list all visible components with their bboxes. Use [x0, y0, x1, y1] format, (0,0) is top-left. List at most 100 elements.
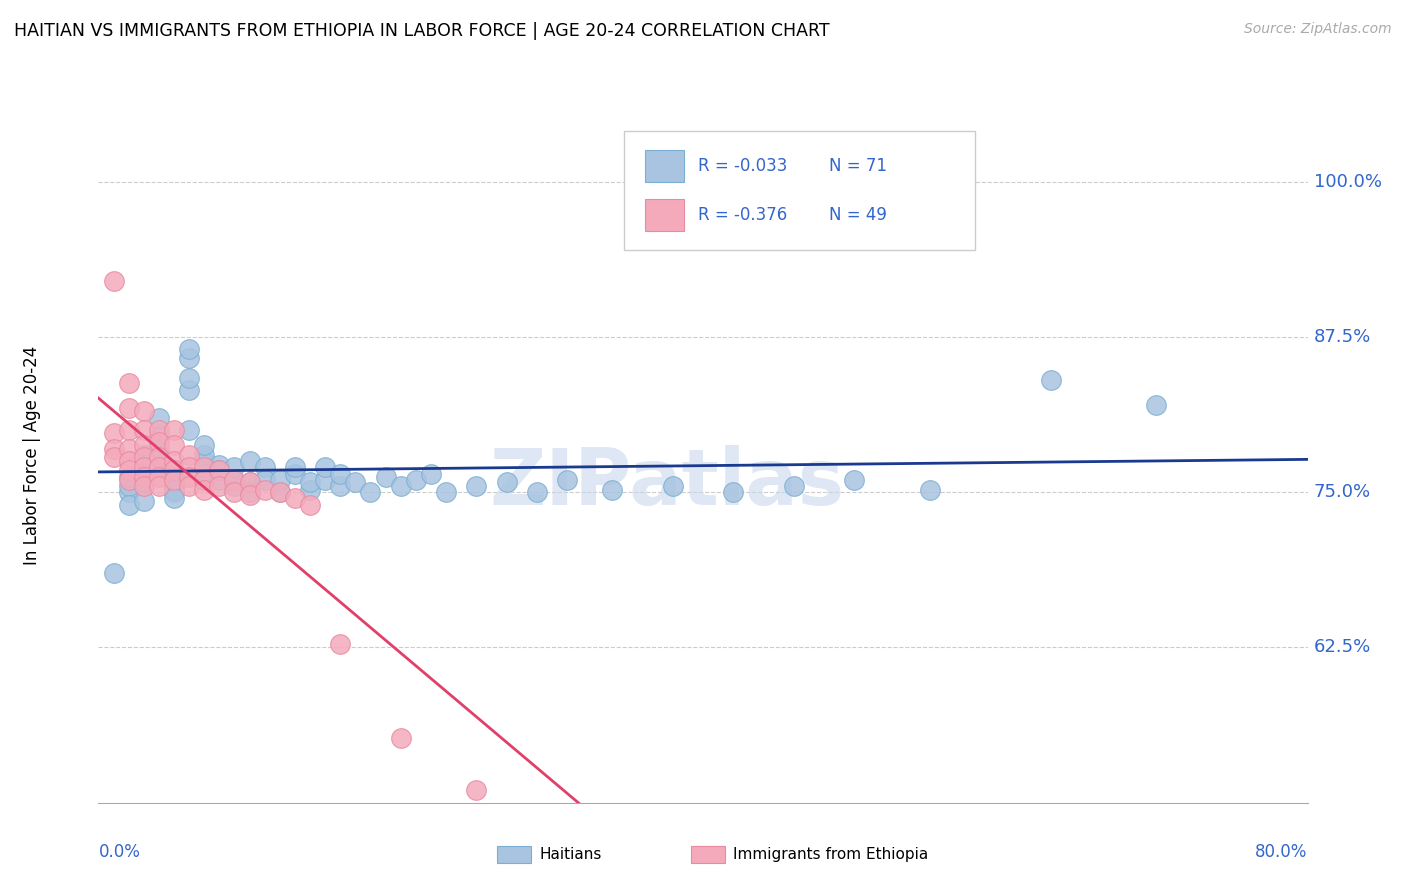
Point — [434, 485, 457, 500]
Point — [224, 479, 246, 493]
Point — [118, 442, 141, 456]
Point — [132, 470, 155, 484]
Text: 87.5%: 87.5% — [1313, 328, 1371, 346]
Point — [314, 460, 336, 475]
Point — [118, 485, 141, 500]
Point — [269, 485, 291, 500]
Point — [299, 483, 322, 497]
Point — [148, 429, 170, 443]
Point — [103, 442, 125, 456]
Point — [329, 637, 352, 651]
Point — [148, 479, 170, 493]
Point — [148, 450, 170, 465]
Point — [239, 485, 262, 500]
FancyBboxPatch shape — [624, 131, 976, 250]
Point — [148, 460, 170, 475]
Point — [132, 448, 155, 462]
Point — [148, 435, 170, 450]
Bar — [690, 846, 724, 863]
Point — [329, 479, 352, 493]
Point — [253, 460, 276, 475]
Point — [555, 473, 578, 487]
Point — [163, 485, 186, 500]
Point — [177, 470, 201, 484]
Point — [103, 425, 125, 440]
Point — [118, 473, 141, 487]
Text: N = 71: N = 71 — [828, 157, 887, 175]
Point — [177, 448, 201, 462]
Point — [360, 485, 382, 500]
Point — [163, 473, 186, 487]
Point — [1144, 398, 1167, 412]
Point — [239, 488, 262, 502]
Point — [224, 460, 246, 475]
Point — [193, 473, 215, 487]
Text: 80.0%: 80.0% — [1256, 843, 1308, 861]
Point — [132, 404, 155, 418]
Point — [844, 473, 866, 487]
Text: N = 49: N = 49 — [828, 206, 887, 224]
Point — [163, 476, 186, 491]
Point — [118, 498, 141, 512]
Point — [526, 485, 548, 500]
Point — [163, 491, 186, 506]
Text: R = -0.376: R = -0.376 — [699, 206, 787, 224]
Point — [284, 491, 307, 506]
Point — [118, 454, 141, 468]
Point — [269, 473, 291, 487]
Point — [132, 494, 155, 508]
Point — [299, 498, 322, 512]
Point — [193, 438, 215, 452]
Point — [239, 454, 262, 468]
Text: 75.0%: 75.0% — [1313, 483, 1371, 501]
Point — [465, 479, 488, 493]
Text: Source: ZipAtlas.com: Source: ZipAtlas.com — [1244, 22, 1392, 37]
Point — [177, 384, 201, 398]
Point — [284, 467, 307, 481]
Point — [389, 731, 412, 746]
Point — [193, 460, 215, 475]
Point — [193, 473, 215, 487]
Point — [148, 460, 170, 475]
Point — [177, 371, 201, 385]
Point — [208, 479, 231, 493]
Bar — [498, 846, 531, 863]
Point — [405, 473, 427, 487]
Point — [132, 450, 155, 465]
Text: HAITIAN VS IMMIGRANTS FROM ETHIOPIA IN LABOR FORCE | AGE 20-24 CORRELATION CHART: HAITIAN VS IMMIGRANTS FROM ETHIOPIA IN L… — [14, 22, 830, 40]
Point — [132, 467, 155, 481]
Point — [177, 343, 201, 357]
Point — [132, 454, 155, 468]
Point — [253, 483, 276, 497]
Point — [208, 458, 231, 472]
Point — [148, 457, 170, 471]
Point — [118, 423, 141, 437]
Point — [314, 473, 336, 487]
Point — [602, 483, 624, 497]
Point — [389, 479, 412, 493]
Point — [329, 467, 352, 481]
Point — [253, 473, 276, 487]
Point — [163, 423, 186, 437]
Point — [344, 475, 367, 490]
Point — [118, 401, 141, 415]
Point — [239, 475, 262, 490]
Point — [163, 454, 186, 468]
Text: In Labor Force | Age 20-24: In Labor Force | Age 20-24 — [22, 345, 41, 565]
Point — [163, 479, 186, 493]
Point — [721, 485, 744, 500]
Point — [103, 566, 125, 580]
Point — [148, 470, 170, 484]
Point — [132, 423, 155, 437]
Point — [419, 467, 441, 481]
Point — [103, 274, 125, 288]
Point — [177, 460, 201, 475]
Point — [148, 410, 170, 425]
Point — [118, 376, 141, 390]
Point — [132, 438, 155, 452]
Point — [163, 463, 186, 477]
Point — [1039, 373, 1062, 387]
Point — [118, 470, 141, 484]
Point — [103, 450, 125, 465]
Point — [269, 485, 291, 500]
